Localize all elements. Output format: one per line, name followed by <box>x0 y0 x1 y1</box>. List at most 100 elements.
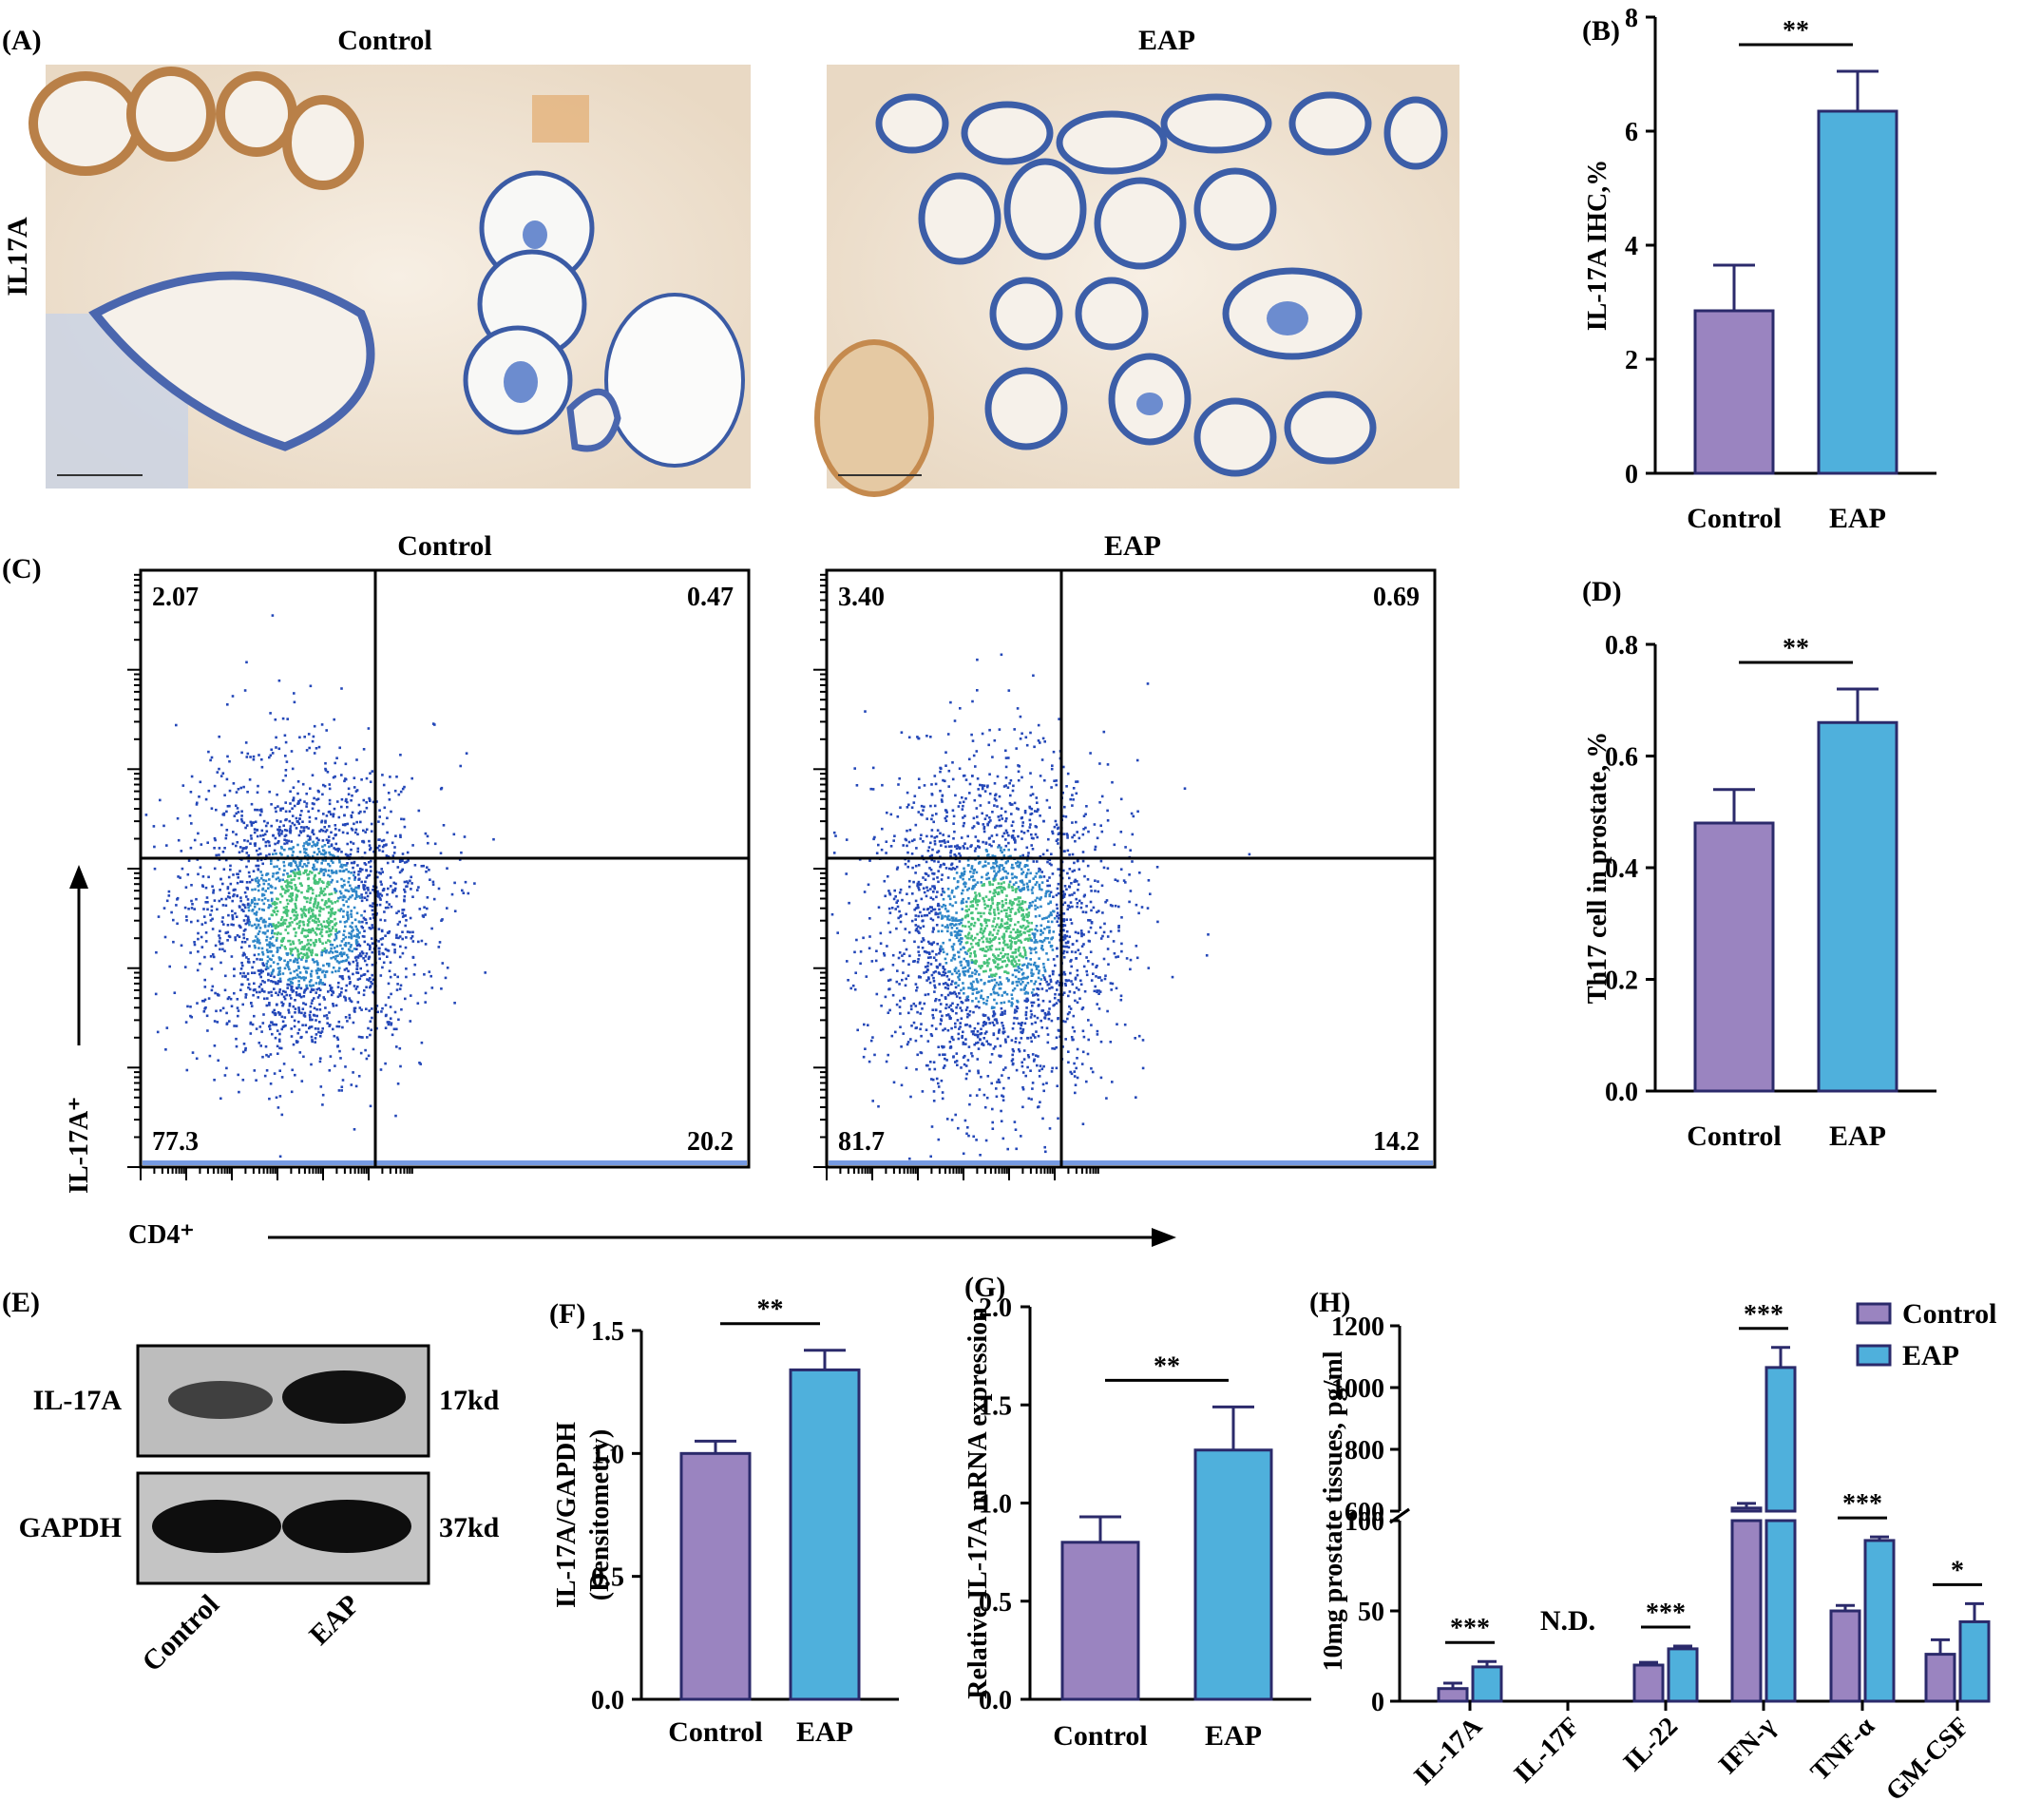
flow-event-dot <box>264 824 268 828</box>
flow-event-dot <box>369 1033 372 1037</box>
flow-event-dot <box>286 879 289 882</box>
flow-event-dot <box>1116 879 1119 883</box>
flow-event-dot <box>259 983 262 986</box>
flow-event-dot <box>923 891 926 894</box>
flow-event-dot <box>293 1025 296 1028</box>
flow-event-dot <box>937 929 940 933</box>
flow-event-dot <box>348 982 352 986</box>
flow-event-dot <box>998 1028 1001 1031</box>
flow-event-dot <box>1023 999 1027 1003</box>
flow-event-dot <box>1013 987 1017 990</box>
flow-event-dot <box>958 860 962 863</box>
flow-event-dot <box>367 889 370 891</box>
flow-event-dot <box>334 761 336 765</box>
flow-event-dot <box>292 798 296 802</box>
flow-event-dot <box>977 845 980 848</box>
flow-event-dot <box>955 1011 958 1015</box>
flow-event-dot <box>1050 1019 1054 1023</box>
flow-event-dot <box>401 915 405 918</box>
flow-event-dot <box>980 911 982 915</box>
flow-event-dot <box>382 961 386 965</box>
flow-event-dot <box>384 1062 387 1065</box>
flow-event-dot <box>315 894 318 897</box>
flow-event-dot <box>280 847 283 850</box>
flow-event-dot <box>1007 958 1010 962</box>
flow-event-dot <box>288 862 291 865</box>
flow-event-dot <box>1039 868 1041 872</box>
flow-event-dot <box>277 925 279 929</box>
flow-event-dot <box>918 888 921 891</box>
flow-event-dot <box>387 906 390 910</box>
flow-event-dot <box>1021 837 1023 840</box>
flow-event-dot <box>964 999 967 1002</box>
flow-event-dot <box>1046 937 1050 940</box>
flow-event-dot <box>351 921 353 925</box>
flow-event-dot <box>930 853 934 857</box>
flow-event-dot <box>1063 924 1067 927</box>
flow-event-dot <box>172 940 175 944</box>
flow-event-dot <box>393 1010 397 1014</box>
flow-event-dot <box>240 946 243 949</box>
flow-event-dot <box>1017 770 1021 774</box>
flow-event-dot <box>296 866 299 869</box>
flow-event-dot <box>372 902 374 905</box>
flow-event-dot <box>959 1022 962 1025</box>
flow-event-dot <box>315 928 318 930</box>
flow-event-dot <box>1030 974 1034 977</box>
flow-event-dot <box>1028 806 1032 810</box>
flow-event-dot <box>317 987 320 990</box>
flow-event-dot <box>260 958 263 961</box>
flow-event-dot <box>1043 968 1046 971</box>
flow-event-dot <box>328 951 331 954</box>
flow-event-dot <box>229 997 233 1001</box>
flow-event-dot <box>944 1057 946 1061</box>
flow-event-dot <box>219 775 223 777</box>
flow-event-dot <box>947 1006 951 1009</box>
flow-event-dot <box>314 897 317 900</box>
flow-event-dot <box>1087 1038 1090 1042</box>
flow-event-dot <box>307 887 310 891</box>
flow-event-dot <box>282 824 285 827</box>
flow-event-dot <box>1014 968 1017 972</box>
flow-event-dot <box>259 877 263 880</box>
flow-event-dot <box>906 791 909 795</box>
flow-event-dot <box>326 962 329 966</box>
flow-event-dot <box>915 847 918 850</box>
flow-event-dot <box>233 893 236 896</box>
flow-event-dot <box>252 961 256 964</box>
flow-event-dot <box>1058 924 1061 927</box>
flow-event-dot <box>1008 880 1012 884</box>
flow-event-dot <box>464 880 467 884</box>
flow-event-dot <box>925 817 928 820</box>
flow-event-dot <box>225 810 228 814</box>
flow-event-dot <box>310 985 313 987</box>
flow-event-dot <box>347 917 350 921</box>
flow-event-dot <box>982 969 985 973</box>
flow-event-dot <box>262 819 266 823</box>
flow-event-dot <box>322 872 326 875</box>
flow-event-dot <box>355 967 358 970</box>
flow-event-dot <box>848 901 850 905</box>
flow-event-dot <box>317 838 320 842</box>
flow-event-dot <box>293 969 296 973</box>
flow-event-dot <box>244 993 248 996</box>
flow-event-dot <box>950 891 954 894</box>
flow-event-dot <box>933 859 936 863</box>
flow-event-dot <box>868 947 871 949</box>
flow-event-dot <box>206 901 209 904</box>
flow-event-dot <box>1026 864 1029 868</box>
flow-event-dot <box>355 935 358 938</box>
flow-event-dot <box>1076 831 1078 833</box>
flow-event-dot <box>395 936 398 939</box>
flow-event-dot <box>332 776 335 779</box>
flow-event-dot <box>228 896 232 899</box>
flow-event-dot <box>313 724 316 728</box>
flow-event-dot <box>278 967 282 969</box>
flow-event-dot <box>328 924 331 927</box>
flow-event-dot <box>379 892 382 895</box>
flow-event-dot <box>949 923 952 926</box>
flow-event-dot <box>980 927 982 930</box>
flow-event-dot <box>975 978 979 981</box>
flow-event-dot <box>254 898 257 902</box>
flow-event-dot <box>951 889 954 892</box>
